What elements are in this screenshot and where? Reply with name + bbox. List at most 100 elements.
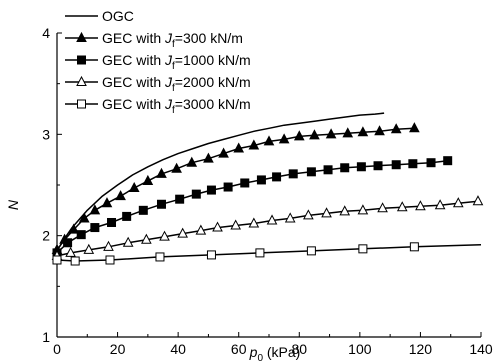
data-point <box>103 240 114 251</box>
data-point <box>373 161 383 171</box>
data-point <box>248 217 260 228</box>
legend-label-symbol: J <box>164 96 173 112</box>
data-point <box>83 243 95 254</box>
x-tick-label: 100 <box>348 341 372 357</box>
data-point <box>408 159 418 169</box>
series-5 <box>52 242 482 266</box>
legend-label-prefix: OGC <box>102 8 134 24</box>
data-point <box>142 174 154 185</box>
data-point <box>78 212 90 223</box>
data-point <box>390 123 402 134</box>
series-line <box>56 244 482 262</box>
x-tick-label: 20 <box>110 341 126 357</box>
y-tick-label: 4 <box>42 25 50 41</box>
data-point <box>159 230 170 241</box>
legend-label: GEC with Jf=300 kN/m <box>102 30 243 50</box>
legend-item-5: GEC with Jf=3000 kN/m <box>65 96 251 116</box>
data-point <box>76 230 86 240</box>
data-point <box>141 233 152 244</box>
legend-label-subscript: f <box>172 61 175 72</box>
data-point <box>323 165 333 175</box>
legend-label: OGC <box>102 8 134 24</box>
data-point <box>195 224 207 235</box>
data-point <box>288 169 298 179</box>
data-point <box>186 156 198 167</box>
series-line <box>56 159 448 254</box>
legend-label-value: =2000 kN/m <box>175 74 251 90</box>
data-point <box>70 256 80 266</box>
data-point <box>396 201 408 212</box>
data-point <box>52 255 62 265</box>
data-point <box>122 211 132 221</box>
data-point <box>293 130 305 141</box>
data-point <box>452 197 464 208</box>
legend-label-symbol: J <box>164 30 173 46</box>
data-point <box>342 127 354 138</box>
legend-item-3: GEC with Jf=1000 kN/m <box>65 52 251 72</box>
legend-label: GEC with Jf=1000 kN/m <box>102 52 251 72</box>
x-axis-title-subscript: 0 <box>257 353 263 363</box>
x-tick-label: 60 <box>231 341 247 357</box>
data-point <box>391 160 401 170</box>
x-axis-title-symbol: p <box>249 344 258 360</box>
data-point <box>434 199 446 210</box>
legend-label-value: =1000 kN/m <box>175 52 251 68</box>
legend-marker <box>76 31 87 42</box>
data-point <box>321 207 332 218</box>
data-point <box>171 162 182 173</box>
legend-item-4: GEC with Jf=2000 kN/m <box>65 74 251 94</box>
data-point <box>177 227 189 238</box>
legend-label-subscript: f <box>172 39 175 50</box>
data-point <box>358 244 368 254</box>
data-point <box>223 182 233 192</box>
x-tick-label: 80 <box>291 341 307 357</box>
data-point <box>156 167 167 178</box>
x-tick-label: 40 <box>170 341 186 357</box>
data-point <box>105 255 115 265</box>
data-point <box>63 238 73 248</box>
legend-item-2: GEC with Jf=300 kN/m <box>65 30 243 50</box>
data-point <box>409 242 419 252</box>
series-2 <box>51 122 420 254</box>
legend-label: GEC with Jf=3000 kN/m <box>102 96 251 116</box>
legend-marker <box>77 99 86 109</box>
data-point <box>415 200 426 211</box>
data-point <box>68 223 79 234</box>
data-point <box>248 139 260 150</box>
axes: 0 20 40 60 80 100 120 140 1 2 3 4 <box>42 25 493 357</box>
legend-label-prefix: GEC with <box>102 30 165 46</box>
legend-marker <box>76 75 87 86</box>
data-point <box>138 205 148 215</box>
legend-label-prefix: GEC with <box>102 96 165 112</box>
data-point <box>212 221 223 232</box>
data-point <box>357 204 369 215</box>
data-point <box>90 223 100 233</box>
legend-item-1: OGC <box>65 8 134 24</box>
data-point <box>156 199 166 209</box>
x-tick-label: 120 <box>409 341 433 357</box>
data-point <box>256 175 266 185</box>
legend-label-prefix: GEC with <box>102 74 165 90</box>
data-point <box>266 214 278 225</box>
data-point <box>377 202 388 213</box>
data-point <box>203 152 214 163</box>
data-point <box>107 217 117 227</box>
data-point <box>272 172 282 182</box>
x-tick-label: 0 <box>53 341 61 357</box>
series-layer <box>51 112 484 266</box>
legend-label-value: =3000 kN/m <box>175 96 251 112</box>
series-line <box>56 127 415 251</box>
data-point <box>240 178 250 188</box>
series-line <box>56 112 385 252</box>
legend-label: GEC with Jf=2000 kN/m <box>102 74 251 94</box>
x-axis-title-unit: (kPa) <box>263 344 300 360</box>
legend-label-subscript: f <box>172 83 175 94</box>
data-point <box>339 205 351 216</box>
data-point <box>303 209 314 220</box>
data-point <box>206 185 216 195</box>
data-point <box>306 167 316 177</box>
legend-label-symbol: J <box>164 74 173 90</box>
legend-label-subscript: f <box>172 105 175 116</box>
